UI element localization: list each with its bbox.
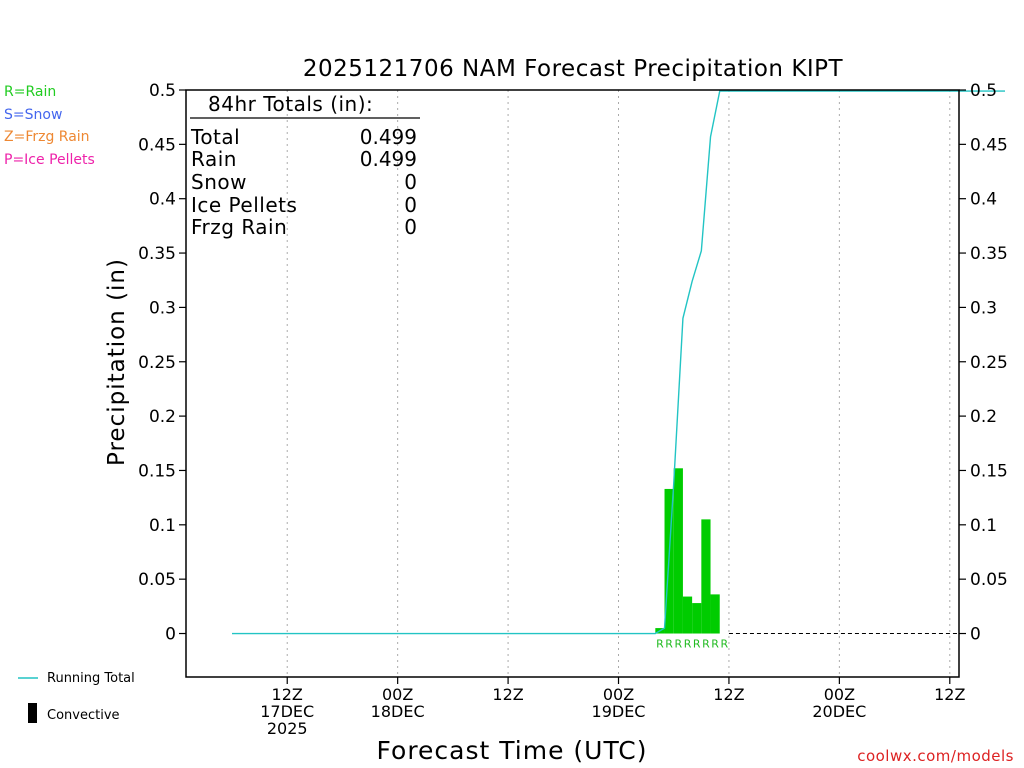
- xtick-label-1-1: 18DEC: [371, 702, 425, 721]
- plot-frame: [185, 89, 960, 678]
- ytick-label-right-0: 0: [970, 625, 981, 645]
- ytick-label-left-9: 0.45: [138, 135, 176, 155]
- ptype-label-1: R: [665, 638, 673, 651]
- totals-value-total: 0.499: [360, 125, 417, 149]
- credit-text: coolwx.com/models: [857, 747, 1014, 765]
- running-total-line: [232, 90, 1006, 635]
- ytick-label-left-2: 0.1: [149, 516, 176, 536]
- legend-ice-pellets: P=Ice Pellets: [4, 152, 95, 168]
- chart-title: 2025121706 NAM Forecast Precipitation KI…: [303, 56, 844, 82]
- xtick-label-0-2: 2025: [267, 719, 308, 738]
- legend-snow: S=Snow: [4, 107, 62, 123]
- ytick-label-right-9: 0.45: [970, 135, 1008, 155]
- ytick-label-left-4: 0.2: [149, 407, 176, 427]
- totals-value-rain: 0.499: [360, 147, 417, 171]
- ytick-label-right-1: 0.05: [970, 570, 1008, 590]
- convective-legend-swatch: [28, 703, 37, 723]
- ytick-label-left-8: 0.4: [149, 190, 176, 210]
- ytick-label-left-10: 0.5: [149, 81, 176, 101]
- precip-bars: [655, 468, 720, 634]
- xtick-label-4-0: 12Z: [713, 685, 744, 704]
- ytick-label-left-0: 0: [165, 625, 176, 645]
- precip-bar-5: [701, 519, 711, 634]
- xtick-label-3-1: 19DEC: [592, 702, 646, 721]
- ptype-label-3: R: [684, 638, 692, 651]
- totals-value-frzg-rain: 0: [404, 215, 417, 239]
- totals-label-ice-pellets: Ice Pellets: [191, 193, 297, 217]
- ytick-label-left-7: 0.35: [138, 244, 176, 264]
- convective-legend-label: Convective: [47, 708, 120, 723]
- totals-label-snow: Snow: [191, 170, 247, 194]
- precip-bar-3: [682, 596, 693, 634]
- ytick-label-right-10: 0.5: [970, 81, 997, 101]
- ytick-label-right-8: 0.4: [970, 190, 997, 210]
- ptype-label-5: R: [702, 638, 710, 651]
- xtick-label-2-0: 12Z: [492, 685, 523, 704]
- ytick-label-right-2: 0.1: [970, 516, 997, 536]
- xtick-label-5-0: 00Z: [824, 685, 855, 704]
- y-axis-ticks: 0 00.05 0.050.1 0.10.15 0.150.2 0.20.25 0.250.…: [138, 81, 1008, 645]
- xtick-label-5-1: 20DEC: [812, 702, 866, 721]
- ytick-label-left-3: 0.15: [138, 461, 176, 481]
- ytick-label-right-5: 0.25: [970, 353, 1008, 373]
- ptype-label-2: R: [674, 638, 682, 651]
- xtick-label-0-0: 12Z: [272, 685, 303, 704]
- x-axis-label: Forecast Time (UTC): [377, 736, 648, 765]
- xtick-label-1-0: 00Z: [382, 685, 413, 704]
- ptype-label-0: R: [656, 638, 664, 651]
- totals-box: 84hr Totals (in): Total 0.499 Rain 0.499…: [190, 92, 420, 239]
- running-total-legend-label: Running Total: [47, 671, 135, 686]
- totals-value-ice-pellets: 0: [404, 193, 417, 217]
- totals-header: 84hr Totals (in):: [208, 92, 373, 116]
- legend-frzg-rain: Z=Frzg Rain: [4, 129, 90, 145]
- totals-label-rain: Rain: [191, 147, 237, 171]
- xtick-label-0-1: 17DEC: [260, 702, 314, 721]
- xtick-label-6-0: 12Z: [934, 685, 965, 704]
- y-axis-label: Precipitation (in): [104, 258, 130, 466]
- ytick-label-right-4: 0.2: [970, 407, 997, 427]
- xtick-label-3-0: 00Z: [603, 685, 634, 704]
- ytick-label-right-3: 0.15: [970, 461, 1008, 481]
- totals-label-frzg-rain: Frzg Rain: [191, 215, 287, 239]
- vertical-gridlines: [286, 90, 951, 677]
- ytick-label-right-6: 0.3: [970, 298, 997, 318]
- precip-bar-4: [692, 603, 702, 634]
- ytick-label-left-1: 0.05: [138, 570, 176, 590]
- ytick-label-left-6: 0.3: [149, 298, 176, 318]
- ytick-label-left-5: 0.25: [138, 353, 176, 373]
- totals-label-total: Total: [190, 125, 240, 149]
- precip-bar-6: [710, 594, 720, 634]
- ytick-label-right-7: 0.35: [970, 244, 1008, 264]
- ptype-label-6: R: [711, 638, 719, 651]
- ptype-label-4: R: [693, 638, 701, 651]
- legend-rain: R=Rain: [4, 84, 56, 100]
- ptype-label-7: R: [721, 638, 729, 651]
- totals-value-snow: 0: [404, 170, 417, 194]
- precip-bar-2: [673, 468, 683, 634]
